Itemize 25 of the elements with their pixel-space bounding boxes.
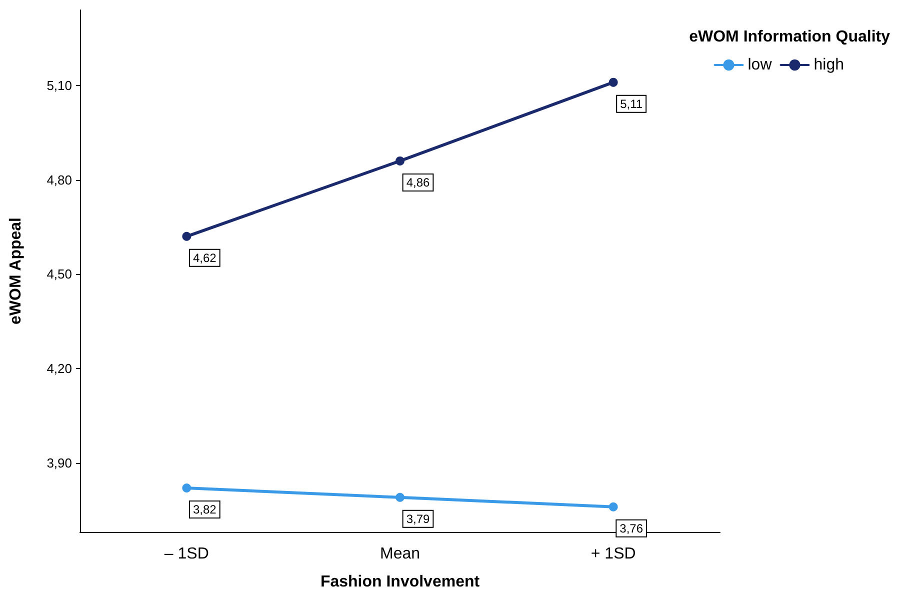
legend-label: low xyxy=(748,56,772,74)
point xyxy=(608,78,618,87)
x-axis-title: Fashion Involvement xyxy=(320,574,480,590)
x-tick-label: + 1SD xyxy=(590,546,636,562)
legend-title: eWOM Information Quality xyxy=(689,28,890,46)
y-tick-label: 5,10 xyxy=(46,78,72,93)
point xyxy=(396,156,404,166)
data-label: 3,82 xyxy=(192,502,217,516)
data-label: 4,86 xyxy=(406,175,430,190)
x-tick-label: Mean xyxy=(380,546,420,562)
y-tick-label: 4,20 xyxy=(46,360,72,376)
point xyxy=(396,492,404,502)
legend-label: high xyxy=(814,56,844,74)
x-tick-label: – 1SD xyxy=(164,546,209,562)
data-label: 3,79 xyxy=(406,512,430,526)
point xyxy=(182,232,192,241)
data-label: 4,62 xyxy=(192,250,217,265)
y-tick-label: 4,80 xyxy=(46,172,72,188)
y-tick-label: 3,90 xyxy=(46,455,72,470)
y-axis-title: eWOM Appeal xyxy=(8,218,24,324)
point xyxy=(182,483,192,492)
y-tick-label: 4,50 xyxy=(46,266,72,282)
data-label: 5,11 xyxy=(620,96,643,111)
point xyxy=(608,502,618,512)
data-label: 3,76 xyxy=(620,521,644,536)
